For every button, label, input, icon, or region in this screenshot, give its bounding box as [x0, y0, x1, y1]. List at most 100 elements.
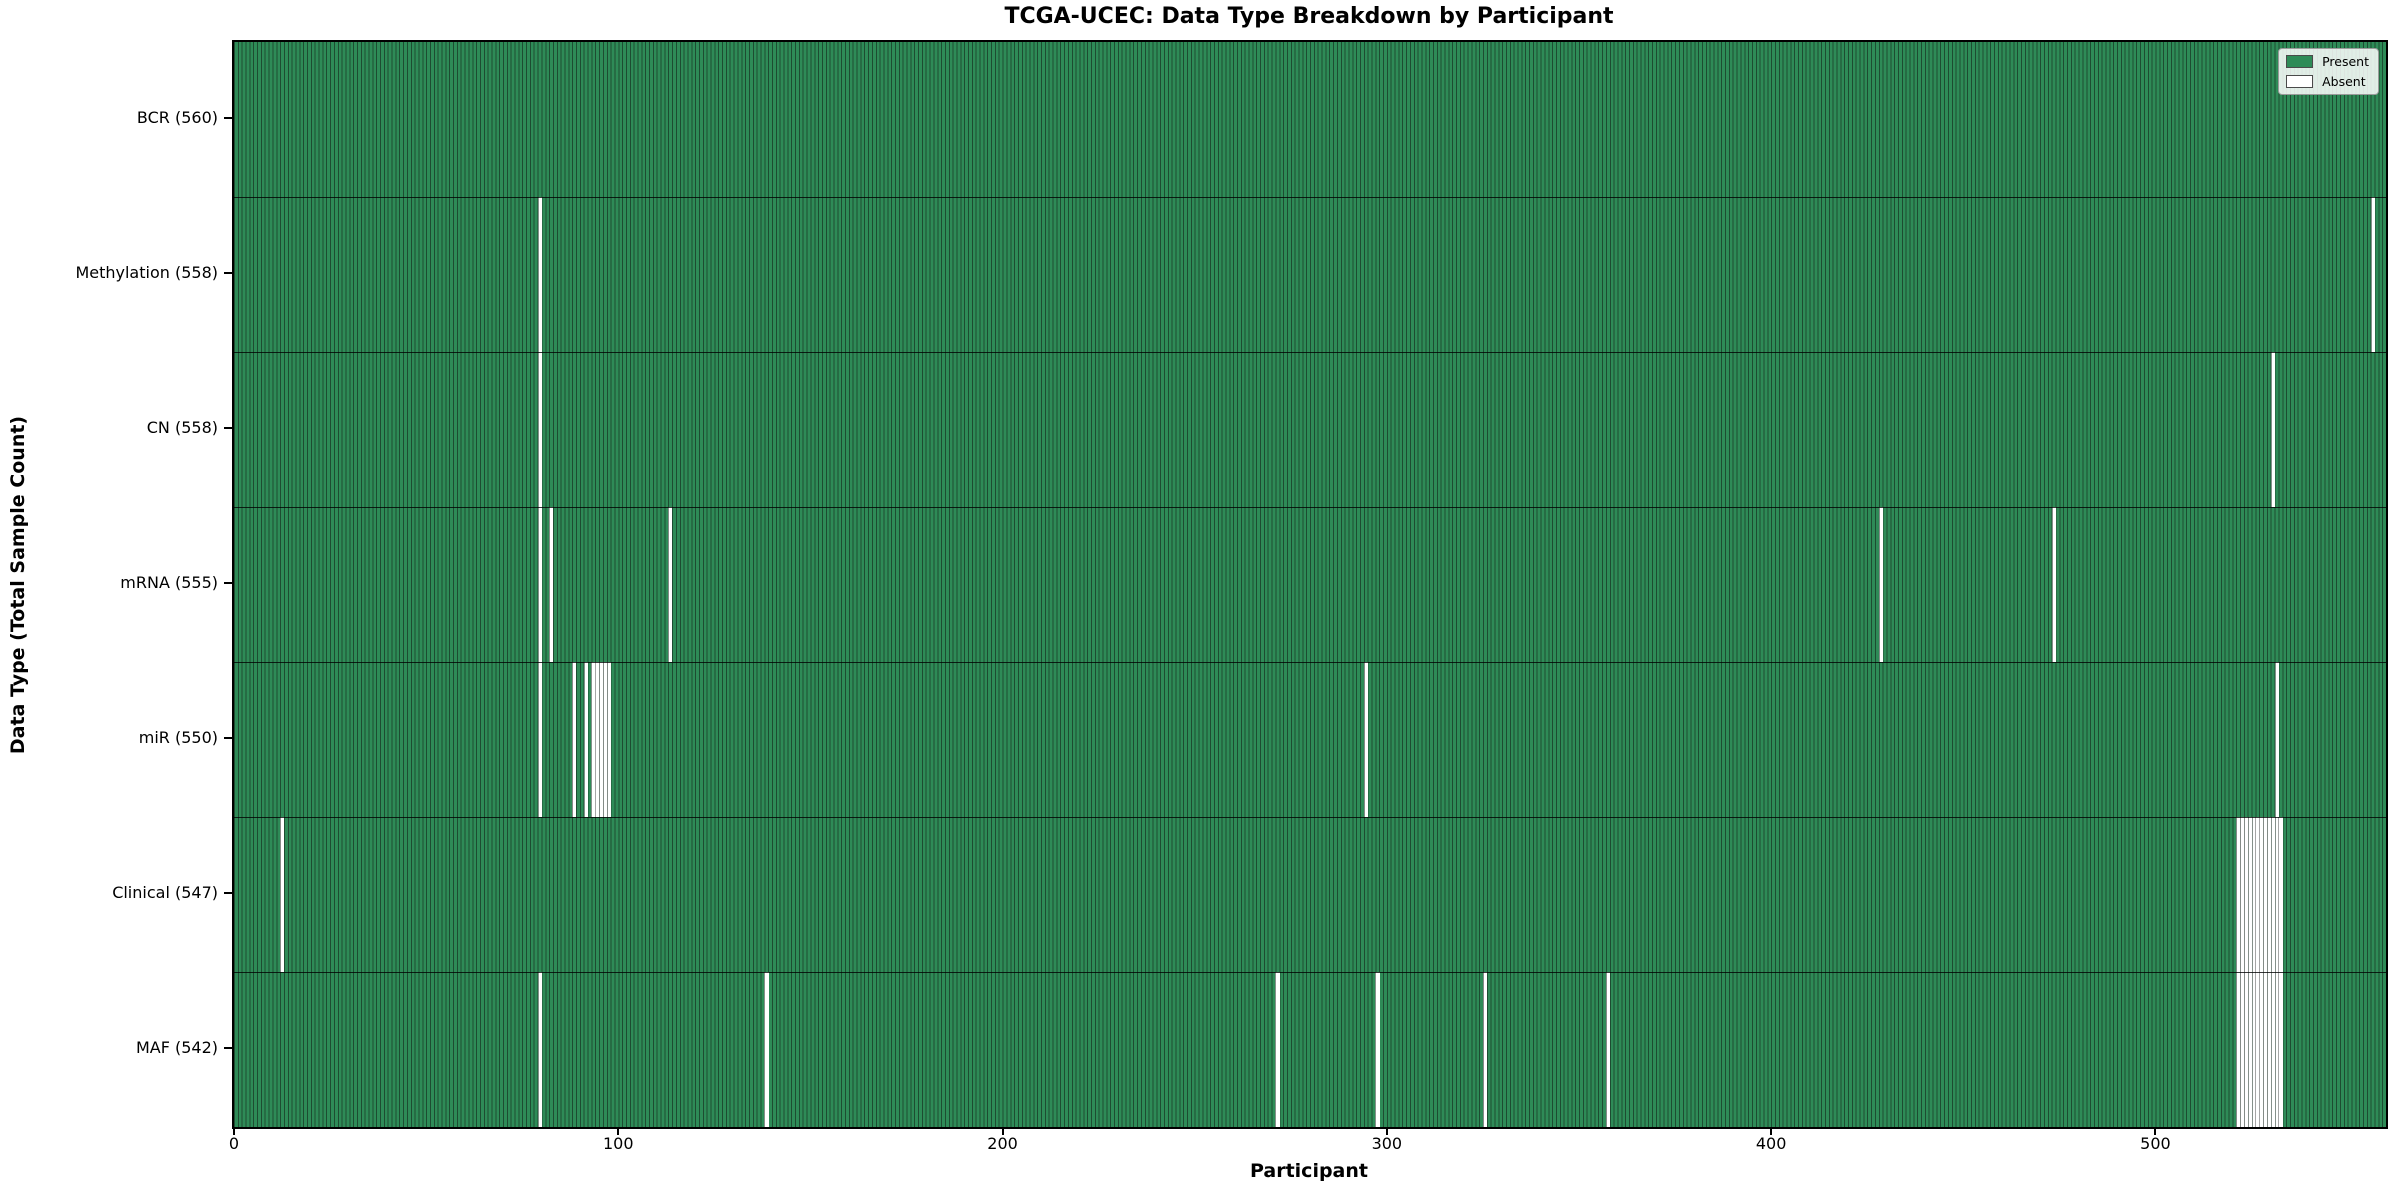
row-band-cn: [234, 352, 2386, 507]
xtick-label-300: 300: [1371, 1134, 1403, 1153]
present-swatch: [2286, 55, 2314, 68]
legend: Present Absent: [2278, 48, 2379, 95]
xtick-label-100: 100: [603, 1134, 634, 1153]
absent-gap: [2270, 972, 2275, 1127]
xtick-mark: [617, 1127, 620, 1135]
row-band-mir: [234, 662, 2386, 817]
row-band-clinical: [234, 817, 2386, 972]
ytick-label-clinical: Clinical (547): [112, 882, 218, 902]
ytick-label-mir: miR (550): [138, 727, 218, 747]
row-band-maf: [234, 972, 2386, 1127]
absent-gap: [537, 972, 542, 1127]
absent-gap: [2236, 817, 2241, 972]
absent-gap: [280, 817, 285, 972]
absent-gap: [1482, 972, 1488, 1127]
absent-gap: [537, 507, 542, 662]
ytick-mark: [224, 426, 232, 429]
absent-gap: [583, 662, 588, 817]
absent-gap: [537, 197, 542, 352]
absent-gap: [1605, 972, 1611, 1127]
ytick-mark: [224, 736, 232, 739]
absent-gap: [2266, 972, 2272, 1127]
row-boundary: [234, 971, 2386, 973]
ytick-mark: [224, 581, 232, 584]
xtick-mark: [1770, 1127, 1773, 1135]
absent-gap: [2270, 352, 2275, 507]
legend-entry-absent: Absent: [2286, 75, 2369, 88]
absent-gap: [1878, 507, 1883, 662]
absent-gap: [591, 662, 596, 817]
absent-gap: [606, 662, 611, 817]
row-boundary: [234, 506, 2386, 508]
absent-gap: [2266, 817, 2272, 972]
legend-label-present: Present: [2322, 54, 2369, 69]
ytick-label-mrna: mRNA (555): [120, 572, 218, 592]
absent-gap: [549, 507, 554, 662]
ytick-mark: [224, 116, 232, 119]
absent-gap: [2259, 817, 2264, 972]
absent-gap: [764, 972, 769, 1127]
plot-frame: Present Absent: [232, 40, 2388, 1129]
absent-gap: [2255, 972, 2260, 1127]
absent-gap: [2274, 817, 2279, 972]
absent-gap: [2051, 507, 2056, 662]
row-boundary: [234, 816, 2386, 818]
xtick-mark: [2154, 1127, 2157, 1135]
xtick-label-400: 400: [1755, 1134, 1787, 1153]
xtick-mark: [1001, 1127, 1004, 1135]
x-axis-label: Participant: [1249, 1160, 1368, 1182]
absent-gap: [2255, 817, 2260, 972]
absent-gap: [537, 352, 542, 507]
absent-gap: [2263, 817, 2268, 972]
legend-entry-present: Present: [2286, 55, 2369, 68]
absent-gap: [595, 662, 600, 817]
ytick-label-cn: CN (558): [146, 417, 218, 437]
absent-gap: [668, 507, 673, 662]
absent-gap: [2274, 662, 2279, 817]
ytick-mark: [224, 891, 232, 894]
absent-gap: [2370, 197, 2375, 352]
absent-gap: [2243, 972, 2249, 1127]
absent-gap: [2274, 972, 2279, 1127]
absent-gap: [572, 662, 577, 817]
row-boundary: [234, 661, 2386, 663]
absent-gap: [2236, 972, 2241, 1127]
row-boundary: [234, 196, 2386, 198]
ytick-mark: [224, 1046, 232, 1049]
xtick-label-0: 0: [228, 1134, 240, 1153]
ytick-mark: [224, 271, 232, 274]
legend-label-absent: Absent: [2322, 74, 2366, 89]
absent-gap: [2247, 972, 2252, 1127]
absent-gap: [2263, 972, 2268, 1127]
row-band-methylation: [234, 197, 2386, 352]
absent-gap: [2251, 972, 2256, 1127]
ytick-label-maf: MAF (542): [135, 1037, 218, 1057]
xtick-mark: [233, 1127, 235, 1135]
ytick-label-methylation: Methylation (558): [75, 262, 218, 282]
absent-gap: [2278, 817, 2283, 972]
xtick-mark: [1385, 1127, 1388, 1135]
plot-area: [234, 42, 2386, 1127]
absent-gap: [1375, 972, 1380, 1127]
chart-title: TCGA-UCEC: Data Type Breakdown by Partic…: [1004, 4, 1614, 29]
row-band-mrna: [234, 507, 2386, 662]
absent-gap: [599, 662, 604, 817]
absent-gap: [2278, 972, 2283, 1127]
row-band-bcr: [234, 42, 2386, 197]
absent-gap: [1363, 662, 1369, 817]
xtick-label-200: 200: [987, 1134, 1018, 1153]
absent-gap: [2251, 817, 2256, 972]
absent-gap: [2270, 817, 2275, 972]
xtick-label-500: 500: [2140, 1134, 2171, 1153]
absent-gap: [1275, 972, 1280, 1127]
absent-gap: [2239, 972, 2245, 1127]
row-boundary: [234, 351, 2386, 353]
absent-gap: [2247, 817, 2252, 972]
absent-gap: [2243, 817, 2249, 972]
absent-gap: [2239, 817, 2245, 972]
ytick-label-bcr: BCR (560): [136, 107, 218, 127]
absent-gap: [2259, 972, 2264, 1127]
absent-gap: [537, 662, 542, 817]
absent-swatch: [2286, 75, 2314, 88]
